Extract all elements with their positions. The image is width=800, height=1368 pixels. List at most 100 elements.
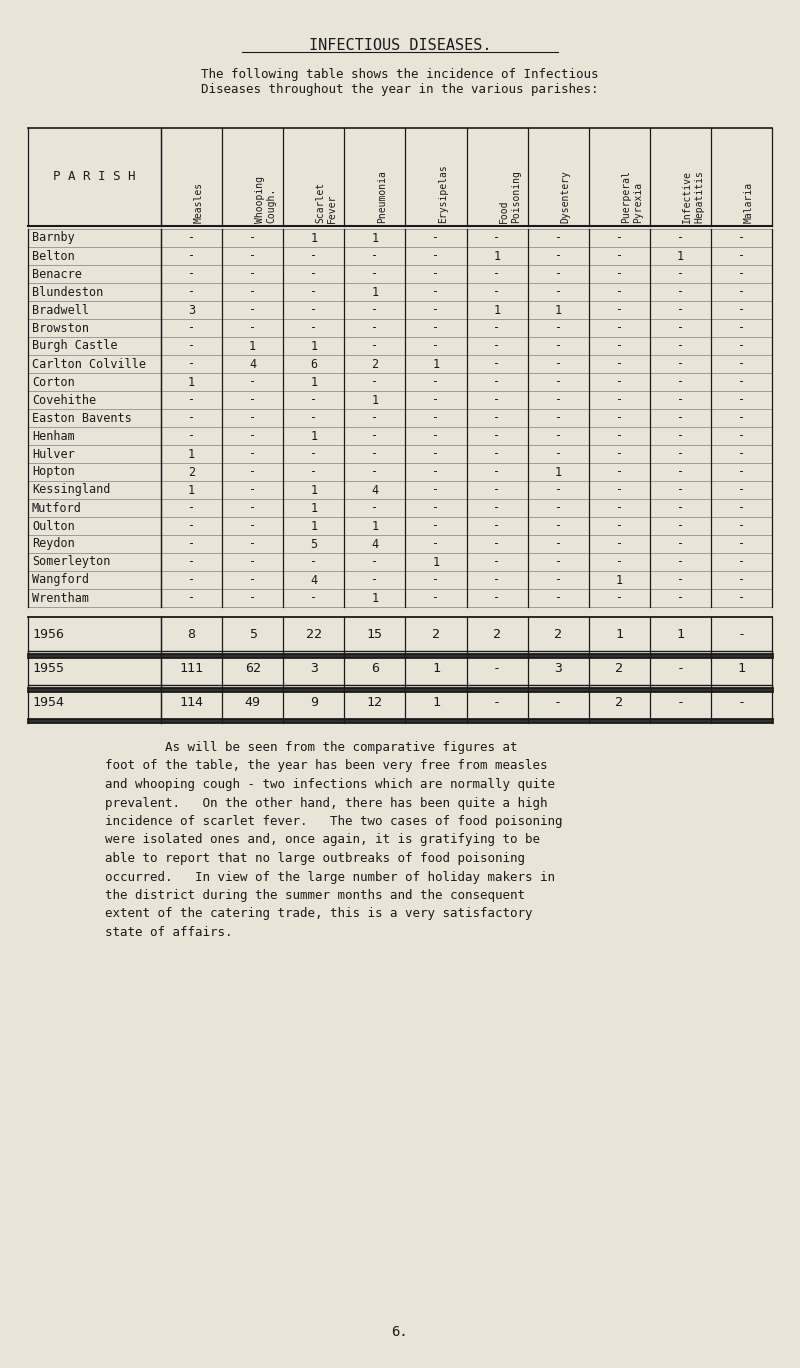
Text: -: - xyxy=(432,520,439,532)
Text: -: - xyxy=(738,394,745,406)
Text: 5: 5 xyxy=(310,538,318,550)
Text: -: - xyxy=(494,520,501,532)
Text: -: - xyxy=(616,249,623,263)
Text: -: - xyxy=(432,412,439,424)
Text: Pneumonia: Pneumonia xyxy=(377,170,387,223)
Text: INFECTIOUS DISEASES.: INFECTIOUS DISEASES. xyxy=(309,38,491,53)
Text: -: - xyxy=(677,447,684,461)
Text: -: - xyxy=(371,412,378,424)
Text: Oulton: Oulton xyxy=(32,520,74,532)
Text: -: - xyxy=(494,321,501,335)
Text: 1: 1 xyxy=(188,375,195,389)
Text: -: - xyxy=(188,412,195,424)
Text: Somerleyton: Somerleyton xyxy=(32,555,110,569)
Text: -: - xyxy=(738,412,745,424)
Text: 1: 1 xyxy=(310,502,318,514)
Text: -: - xyxy=(188,502,195,514)
Text: -: - xyxy=(371,447,378,461)
Text: 1: 1 xyxy=(310,520,318,532)
Text: -: - xyxy=(554,268,562,280)
Text: -: - xyxy=(677,304,684,316)
Text: Burgh Castle: Burgh Castle xyxy=(32,339,118,353)
Text: P A R I S H: P A R I S H xyxy=(54,171,136,183)
Text: -: - xyxy=(616,286,623,298)
Text: -: - xyxy=(188,573,195,587)
Text: -: - xyxy=(677,591,684,605)
Text: -: - xyxy=(677,268,684,280)
Text: 1: 1 xyxy=(554,304,562,316)
Text: -: - xyxy=(249,249,256,263)
Text: 2: 2 xyxy=(615,696,623,710)
Text: 15: 15 xyxy=(367,628,383,642)
Text: -: - xyxy=(371,375,378,389)
Text: -: - xyxy=(432,249,439,263)
Text: 2: 2 xyxy=(188,465,195,479)
Text: -: - xyxy=(310,412,318,424)
Text: 62: 62 xyxy=(245,662,261,676)
Text: -: - xyxy=(310,591,318,605)
Text: 12: 12 xyxy=(367,696,383,710)
Text: -: - xyxy=(371,268,378,280)
Text: Browston: Browston xyxy=(32,321,89,335)
Text: The following table shows the incidence of Infectious
Diseases throughout the ye: The following table shows the incidence … xyxy=(202,68,598,96)
Text: -: - xyxy=(554,447,562,461)
Text: -: - xyxy=(310,555,318,569)
Text: -: - xyxy=(738,483,745,497)
Text: -: - xyxy=(554,520,562,532)
Text: -: - xyxy=(249,447,256,461)
Text: -: - xyxy=(494,412,501,424)
Text: Carlton Colville: Carlton Colville xyxy=(32,357,146,371)
Text: -: - xyxy=(738,375,745,389)
Text: 6.: 6. xyxy=(392,1326,408,1339)
Text: -: - xyxy=(371,321,378,335)
Text: -: - xyxy=(371,502,378,514)
Text: -: - xyxy=(432,591,439,605)
Text: 1: 1 xyxy=(615,628,623,642)
Text: 1: 1 xyxy=(494,304,501,316)
Text: -: - xyxy=(677,520,684,532)
Text: Food
Poisoning: Food Poisoning xyxy=(499,170,521,223)
Text: -: - xyxy=(677,412,684,424)
Text: 2: 2 xyxy=(554,628,562,642)
Text: 1956: 1956 xyxy=(32,628,64,642)
Text: 1: 1 xyxy=(310,231,318,245)
Text: -: - xyxy=(738,447,745,461)
Text: 1: 1 xyxy=(432,555,439,569)
Text: Erysipelas: Erysipelas xyxy=(438,164,448,223)
Text: -: - xyxy=(677,502,684,514)
Text: -: - xyxy=(738,628,746,642)
Text: 1: 1 xyxy=(249,339,256,353)
Text: -: - xyxy=(677,321,684,335)
Text: 4: 4 xyxy=(371,538,378,550)
Text: -: - xyxy=(616,520,623,532)
Text: -: - xyxy=(554,357,562,371)
Text: -: - xyxy=(188,555,195,569)
Text: -: - xyxy=(554,231,562,245)
Text: -: - xyxy=(738,321,745,335)
Text: -: - xyxy=(188,249,195,263)
Text: -: - xyxy=(554,696,562,710)
Text: Hopton: Hopton xyxy=(32,465,74,479)
Text: -: - xyxy=(616,502,623,514)
Text: 6: 6 xyxy=(310,357,318,371)
Text: -: - xyxy=(310,465,318,479)
Text: -: - xyxy=(249,268,256,280)
Text: 1: 1 xyxy=(310,430,318,442)
Text: -: - xyxy=(554,249,562,263)
Text: -: - xyxy=(432,268,439,280)
Text: Puerperal
Pyrexia: Puerperal Pyrexia xyxy=(622,170,643,223)
Text: -: - xyxy=(677,375,684,389)
Text: -: - xyxy=(432,502,439,514)
Text: 1: 1 xyxy=(310,375,318,389)
Text: -: - xyxy=(738,555,745,569)
Text: -: - xyxy=(249,394,256,406)
Text: -: - xyxy=(432,573,439,587)
Text: 1: 1 xyxy=(371,591,378,605)
Text: -: - xyxy=(188,339,195,353)
Text: 9: 9 xyxy=(310,696,318,710)
Text: -: - xyxy=(616,591,623,605)
Text: -: - xyxy=(616,447,623,461)
Text: -: - xyxy=(494,591,501,605)
Text: 49: 49 xyxy=(245,696,261,710)
Text: -: - xyxy=(554,412,562,424)
